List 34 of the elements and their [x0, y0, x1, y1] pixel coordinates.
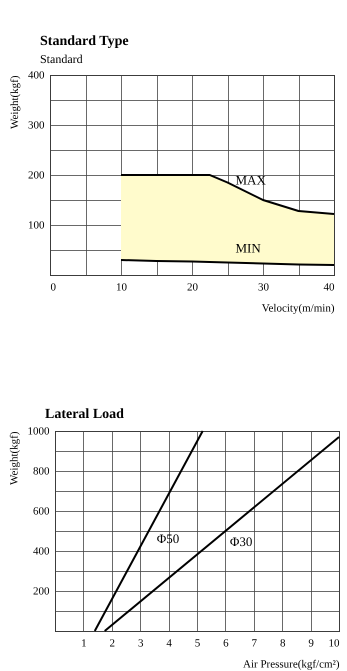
x-tick-label: 4	[166, 638, 172, 650]
x-tick-label: 10	[116, 282, 128, 294]
series-label: Φ30	[230, 534, 252, 549]
x-axis-title: Velocity(m/min)	[262, 302, 335, 314]
x-tick-label: 10	[328, 638, 340, 650]
x-tick-label: 20	[187, 282, 198, 294]
chart-subtitle: Standard	[40, 52, 83, 66]
x-tick-label: 30	[258, 282, 270, 294]
chart-title: Lateral Load	[45, 407, 124, 422]
line-series	[120, 174, 335, 215]
chart-title: Standard Type	[40, 34, 129, 49]
x-tick-label: 2	[110, 638, 116, 650]
x-tick-label: 3	[138, 638, 144, 650]
series-label: MIN	[236, 240, 262, 256]
x-tick-label: 9	[308, 638, 314, 650]
y-tick-label: 600	[33, 506, 50, 518]
x-tick-label: 1	[81, 638, 87, 650]
x-tick-label: 6	[223, 638, 230, 650]
y-tick-label: 300	[28, 120, 45, 132]
y-tick-label: 400	[28, 70, 45, 82]
x-tick-label: 40	[324, 282, 335, 294]
y-tick-label: 100	[28, 220, 45, 232]
x-tick-label: 8	[280, 638, 286, 650]
y-axis-title: Weight(kgf)	[8, 431, 20, 485]
y-tick-label: 200	[33, 586, 50, 598]
y-tick-label: 200	[28, 170, 45, 182]
y-tick-label: 1000	[28, 426, 50, 438]
y-tick-label: 400	[33, 546, 50, 558]
x-tick-label: 5	[194, 638, 201, 650]
x-tick-label: 0	[50, 282, 56, 294]
y-tick-label: 800	[33, 466, 50, 478]
x-tick-label: 7	[252, 638, 258, 650]
y-axis-title: Weight(kgf)	[9, 75, 21, 129]
x-axis-title: Air Pressure(kgf/cm²)	[243, 658, 340, 670]
